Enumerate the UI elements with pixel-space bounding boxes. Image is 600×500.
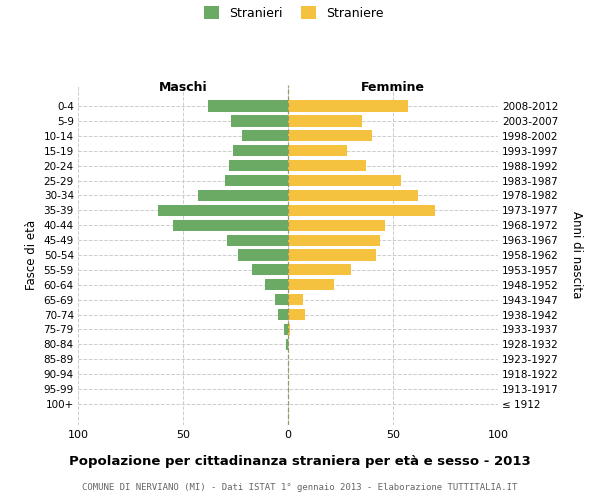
Text: Femmine: Femmine [361,81,425,94]
Bar [288,250,376,260]
Bar [233,145,288,156]
Bar [225,175,288,186]
Bar [275,294,288,306]
Bar [288,279,334,290]
Bar [238,250,288,260]
Bar [288,116,361,126]
Bar [158,204,288,216]
Bar [288,145,347,156]
Bar [265,279,288,290]
Bar [288,190,418,201]
Bar [284,324,288,335]
Y-axis label: Anni di nascita: Anni di nascita [570,212,583,298]
Bar [288,294,303,306]
Bar [252,264,288,276]
Bar [286,339,288,350]
Bar [288,234,380,246]
Bar [288,264,351,276]
Bar [288,309,305,320]
Bar [288,175,401,186]
Bar [288,220,385,231]
Bar [208,100,288,112]
Bar [277,309,288,320]
Bar [227,234,288,246]
Bar [288,324,290,335]
Text: Maschi: Maschi [158,81,208,94]
Bar [173,220,288,231]
Legend: Stranieri, Straniere: Stranieri, Straniere [204,6,384,20]
Bar [288,100,408,112]
Text: COMUNE DI NERVIANO (MI) - Dati ISTAT 1° gennaio 2013 - Elaborazione TUTTITALIA.I: COMUNE DI NERVIANO (MI) - Dati ISTAT 1° … [82,482,518,492]
Bar [232,116,288,126]
Bar [229,160,288,171]
Bar [288,160,366,171]
Y-axis label: Fasce di età: Fasce di età [25,220,38,290]
Bar [198,190,288,201]
Bar [288,130,372,141]
Text: Popolazione per cittadinanza straniera per età e sesso - 2013: Popolazione per cittadinanza straniera p… [69,455,531,468]
Bar [242,130,288,141]
Bar [288,204,435,216]
